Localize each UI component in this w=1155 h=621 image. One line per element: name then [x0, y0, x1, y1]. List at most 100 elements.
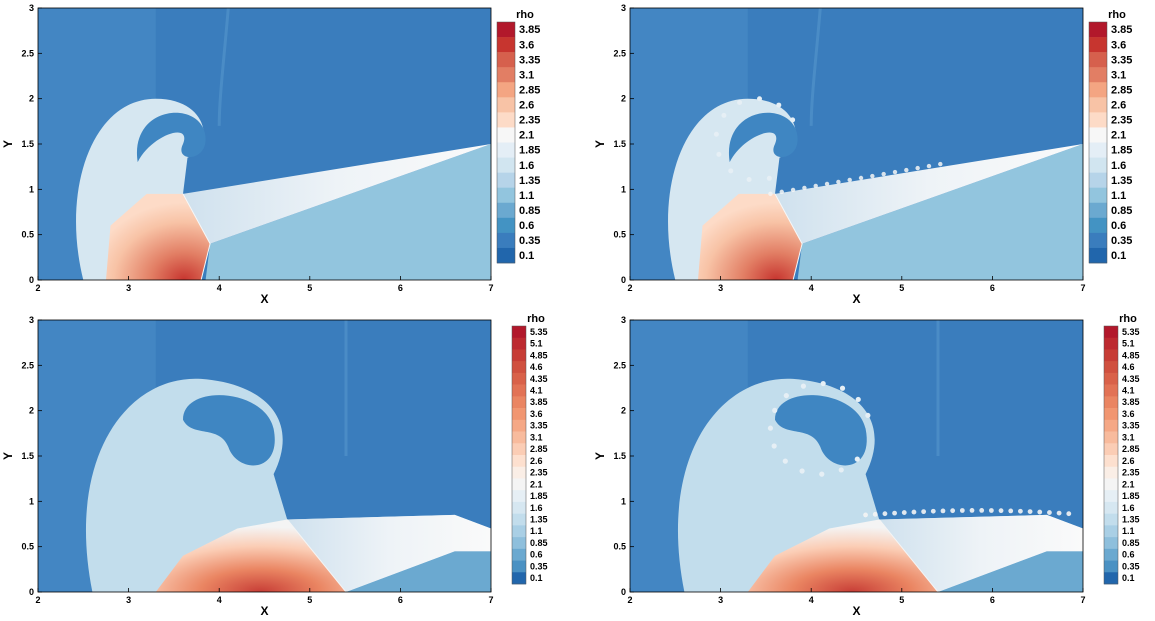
colorbar-swatch	[1089, 82, 1107, 98]
x-tick-label: 5	[307, 283, 312, 293]
colorbar-frame	[496, 21, 516, 264]
colorbar-swatch	[1089, 247, 1107, 264]
colorbar-swatch	[1089, 37, 1107, 53]
colorbar-level-label: 2.6	[1111, 100, 1126, 112]
colorbar-swatch	[1104, 443, 1118, 456]
shock-front	[286, 519, 347, 592]
colorbar-level-label: 1.6	[519, 160, 534, 172]
colorbar-swatch	[512, 537, 526, 550]
colorbar-swatch	[497, 67, 515, 83]
colorbar-level-label: 3.1	[519, 69, 534, 81]
colorbar-swatch	[512, 349, 526, 362]
colorbar-level-label: 1.1	[530, 526, 543, 536]
colorbar-swatch	[497, 232, 515, 249]
colorbar-swatch	[497, 52, 515, 68]
colorbar-level-label: 5.35	[1122, 327, 1140, 337]
x-tick-label: 5	[899, 595, 904, 605]
colorbar-swatch	[1089, 187, 1107, 204]
colorbar-level-label: 3.6	[1122, 409, 1135, 419]
post-shock-region	[346, 551, 491, 592]
density-field-bottom-left	[38, 320, 491, 592]
colorbar-swatch	[1104, 513, 1118, 526]
colorbar-swatch	[512, 419, 526, 432]
colorbar-swatch	[1089, 172, 1107, 188]
colorbar-swatch	[1089, 112, 1107, 128]
x-tick-label: 3	[718, 283, 723, 293]
colorbar-frame	[1103, 325, 1119, 585]
colorbar-swatch	[1104, 372, 1118, 385]
colorbar-level-label: 0.1	[530, 573, 543, 583]
kh-rollup	[790, 117, 796, 123]
colorbar-swatch	[512, 384, 526, 397]
y-tick-label: 2	[29, 94, 34, 104]
kh-rollup	[926, 163, 932, 169]
colorbar-level-label: 3.1	[530, 432, 543, 442]
colorbar-swatch	[497, 187, 515, 204]
colorbar-level-label: 3.35	[530, 421, 548, 431]
kh-rollup	[757, 96, 763, 102]
colorbar-swatch	[1089, 232, 1107, 249]
x-tick-label: 4	[217, 283, 222, 293]
colorbar-swatch	[1089, 202, 1107, 219]
x-tick-label: 7	[1080, 595, 1085, 605]
colorbar-swatch	[512, 455, 526, 468]
colorbar-level-label: 3.6	[530, 409, 543, 419]
colorbar-swatch	[1104, 396, 1118, 409]
colorbar-level-label: 0.1	[519, 250, 534, 262]
colorbar-swatch	[1104, 337, 1118, 350]
colorbar-swatch	[1104, 361, 1118, 374]
post-shock-region	[205, 144, 491, 280]
y-tick-label: 0.5	[21, 230, 34, 240]
colorbar-top-right: rho 3.85 3.6 3.35 3.1 2.85 2.6 2.35 2.1 1.85 1.6 1.…	[1088, 9, 1132, 264]
kh-rollup	[915, 165, 920, 171]
colorbar-swatch	[1104, 466, 1118, 479]
kh-rollup	[988, 508, 994, 513]
kh-rollup	[892, 510, 897, 516]
y-tick-label: 3	[621, 315, 626, 325]
colorbar-swatch	[497, 112, 515, 128]
y-tick-label: 1	[29, 184, 34, 194]
colorbar-frame	[511, 325, 527, 585]
shear-wedge	[287, 514, 491, 592]
colorbar-swatch	[512, 478, 526, 491]
colorbar-swatch	[1104, 572, 1118, 585]
colorbar-level-label: 2.85	[519, 84, 540, 96]
colorbar-level-label: 2.85	[1111, 84, 1132, 96]
incident-shock	[217, 8, 230, 126]
colorbar-swatch	[512, 560, 526, 573]
vortex-core	[183, 395, 275, 466]
y-tick-label: 0.5	[613, 542, 626, 552]
colorbar-level-label: 3.35	[519, 54, 540, 66]
post-shock-region	[938, 551, 1083, 592]
colorbar-swatch	[497, 22, 515, 38]
x-tick-label: 2	[627, 595, 632, 605]
colorbar-swatch	[512, 501, 526, 514]
colorbar-level-label: 3.6	[519, 39, 534, 51]
x-axis-title: X	[260, 604, 268, 618]
x-tick-label: 3	[718, 595, 723, 605]
kh-rollup	[892, 169, 898, 175]
y-tick-label: 0	[29, 275, 34, 285]
kh-rollup	[836, 179, 841, 185]
colorbar-level-label: 5.1	[530, 339, 543, 349]
colorbar-level-label: 2.85	[1122, 444, 1140, 454]
kh-rollup	[771, 443, 777, 449]
y-tick-label: 3	[29, 315, 34, 325]
colorbar-swatch	[497, 172, 515, 188]
colorbar-level-label: 0.85	[1122, 538, 1140, 548]
colorbar-swatch	[1104, 408, 1118, 421]
kh-rollup	[776, 102, 782, 108]
colorbar-swatch	[1104, 537, 1118, 550]
x-tick-label: 6	[990, 283, 995, 293]
kh-rollup	[1018, 508, 1023, 514]
colorbar-level-label: 1.1	[1111, 190, 1126, 202]
vortex-core	[728, 112, 798, 163]
y-axis-title: Y	[1, 452, 15, 460]
kh-rollup	[1027, 509, 1033, 515]
x-axis-title: X	[260, 292, 268, 306]
kh-rollup	[713, 131, 719, 137]
y-tick-label: 1	[621, 496, 626, 506]
